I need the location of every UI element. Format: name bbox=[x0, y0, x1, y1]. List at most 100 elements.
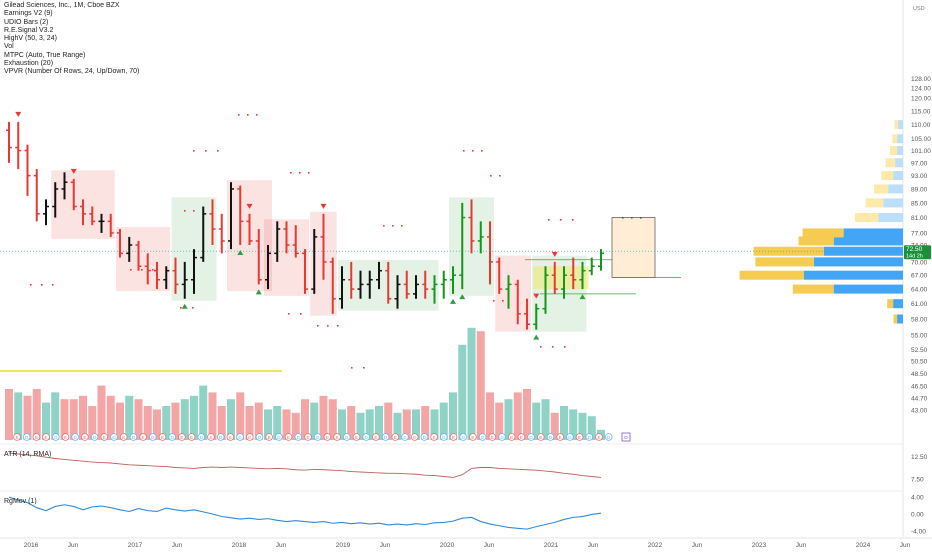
earnings-marker bbox=[168, 433, 177, 441]
earnings-marker bbox=[507, 433, 516, 441]
volume-bar bbox=[134, 399, 143, 440]
vpvr-down-bar bbox=[893, 171, 903, 181]
volume-bar bbox=[328, 399, 337, 440]
earnings-marker bbox=[372, 433, 380, 441]
earnings-marker-letter: E bbox=[306, 435, 309, 440]
indicator-exhaustion[interactable]: Exhaustion (20) bbox=[4, 60, 54, 68]
time-tick-label: Jun bbox=[380, 542, 391, 549]
earnings-marker-letter: E bbox=[578, 435, 581, 440]
vpvr-down-bar bbox=[843, 228, 903, 238]
atr-title: ATR (14, RMA) bbox=[4, 451, 51, 458]
earnings-marker-letter: D bbox=[238, 435, 242, 440]
earnings-marker-letter: D bbox=[258, 435, 262, 440]
earnings-marker bbox=[488, 433, 497, 441]
indicator-mtpc[interactable]: MTPC (Auto, True Range) bbox=[4, 51, 86, 59]
vpvr-up-bar bbox=[792, 284, 834, 294]
rgmov-tick-label: -4.00 bbox=[911, 528, 926, 535]
axes-layer: 128.00 124.00 120.00 115.00 110.00 105.00 101.… bbox=[24, 6, 932, 549]
volume-bar bbox=[365, 409, 374, 440]
signal-dot bbox=[463, 150, 465, 152]
earnings-marker-letter: D bbox=[93, 435, 97, 440]
earnings-marker-letter: D bbox=[423, 435, 427, 440]
volume-bar bbox=[541, 399, 550, 440]
earnings-marker bbox=[22, 433, 31, 441]
price-tick-label: 50.50 bbox=[911, 359, 928, 366]
earnings-marker bbox=[420, 433, 429, 441]
earnings-marker bbox=[90, 433, 99, 441]
volume-bar bbox=[282, 409, 291, 440]
vpvr-up-bar bbox=[739, 270, 804, 280]
earnings-marker-letter: D bbox=[384, 435, 388, 440]
volume-bar bbox=[153, 409, 161, 440]
volume-bar bbox=[143, 406, 152, 440]
signal-dot bbox=[337, 325, 339, 327]
vpvr-down-bar bbox=[897, 314, 903, 324]
earnings-marker bbox=[236, 433, 244, 441]
volume-bar bbox=[347, 406, 356, 440]
signal-dot bbox=[180, 307, 182, 309]
earnings-marker-letter: E bbox=[229, 435, 232, 440]
indicator-vol[interactable]: Vol bbox=[4, 43, 14, 51]
time-tick-label: Jun bbox=[68, 542, 79, 549]
earnings-marker-letter: D bbox=[25, 435, 29, 440]
price-tick-label: 93.00 bbox=[911, 173, 928, 180]
volume-bar bbox=[301, 399, 309, 440]
signal-dot bbox=[30, 284, 32, 286]
earnings-marker bbox=[187, 433, 196, 441]
vpvr-down-bar bbox=[804, 270, 903, 280]
indicator-re-signal[interactable]: R.E.Signal V3.2 bbox=[4, 26, 54, 34]
symbol-title[interactable]: Gilead Sciences, Inc., 1M, Cboe BZX bbox=[4, 2, 120, 9]
vpvr-down-bar bbox=[833, 284, 903, 294]
forecast-box bbox=[611, 217, 656, 278]
earnings-marker bbox=[197, 433, 206, 441]
buy-signal-triangle bbox=[579, 294, 586, 300]
price-tick-label: 64.00 bbox=[911, 287, 928, 294]
earnings-marker bbox=[71, 433, 79, 441]
indicator-udio-bars[interactable]: UDIO Bars (2) bbox=[4, 18, 49, 26]
highlight-zone-box bbox=[533, 266, 589, 290]
signal-dot bbox=[540, 346, 542, 348]
earnings-marker-letter: D bbox=[568, 435, 572, 440]
vpvr-down-bar bbox=[893, 299, 903, 309]
signal-dot bbox=[300, 313, 302, 315]
vpvr-up-bar bbox=[887, 299, 894, 309]
earnings-marker-letter: D bbox=[74, 435, 78, 440]
signal-dot bbox=[317, 325, 319, 327]
signal-dot bbox=[392, 225, 394, 227]
earnings-marker bbox=[362, 433, 371, 441]
earnings-marker-letter: E bbox=[413, 435, 416, 440]
signal-dot bbox=[622, 217, 624, 219]
earnings-marker-letter: D bbox=[171, 435, 175, 440]
volume-bar bbox=[384, 402, 393, 440]
indicator-earnings[interactable]: Earnings V2 (9) bbox=[4, 10, 53, 18]
candles-layer bbox=[6, 121, 604, 330]
earnings-marker-letter: E bbox=[597, 435, 600, 440]
volume-bar bbox=[60, 399, 69, 440]
volume-bar bbox=[171, 402, 180, 440]
vpvr-up-bar bbox=[881, 171, 894, 181]
time-tick-label: 2018 bbox=[232, 542, 247, 549]
price-tick-label: 89.00 bbox=[911, 186, 928, 193]
atr-line bbox=[8, 452, 602, 478]
price-tick-label: 124.00 bbox=[911, 86, 931, 93]
earnings-marker-letter: E bbox=[64, 435, 67, 440]
volume-bar bbox=[430, 409, 439, 440]
earnings-marker bbox=[119, 433, 128, 441]
earnings-marker bbox=[42, 433, 50, 441]
vpvr-down-bar bbox=[823, 246, 903, 256]
signal-zone-box bbox=[116, 227, 171, 292]
volume-bar bbox=[190, 395, 198, 440]
sell-signal-triangle bbox=[70, 168, 77, 174]
indicator-highv[interactable]: HighV (50, 3, 24) bbox=[4, 35, 57, 43]
earnings-marker bbox=[246, 433, 254, 441]
vpvr-up-bar bbox=[893, 314, 898, 324]
indicator-vpvr[interactable]: VPVR (Number Of Rows, 24, Up/Down, 70) bbox=[4, 68, 140, 76]
vpvr-up-bar bbox=[798, 236, 834, 246]
volume-bar bbox=[162, 406, 171, 440]
sell-signal-triangle bbox=[15, 111, 22, 117]
volume-bar bbox=[88, 406, 97, 440]
volume-bar bbox=[97, 385, 106, 440]
vpvr-down-bar bbox=[878, 213, 903, 223]
